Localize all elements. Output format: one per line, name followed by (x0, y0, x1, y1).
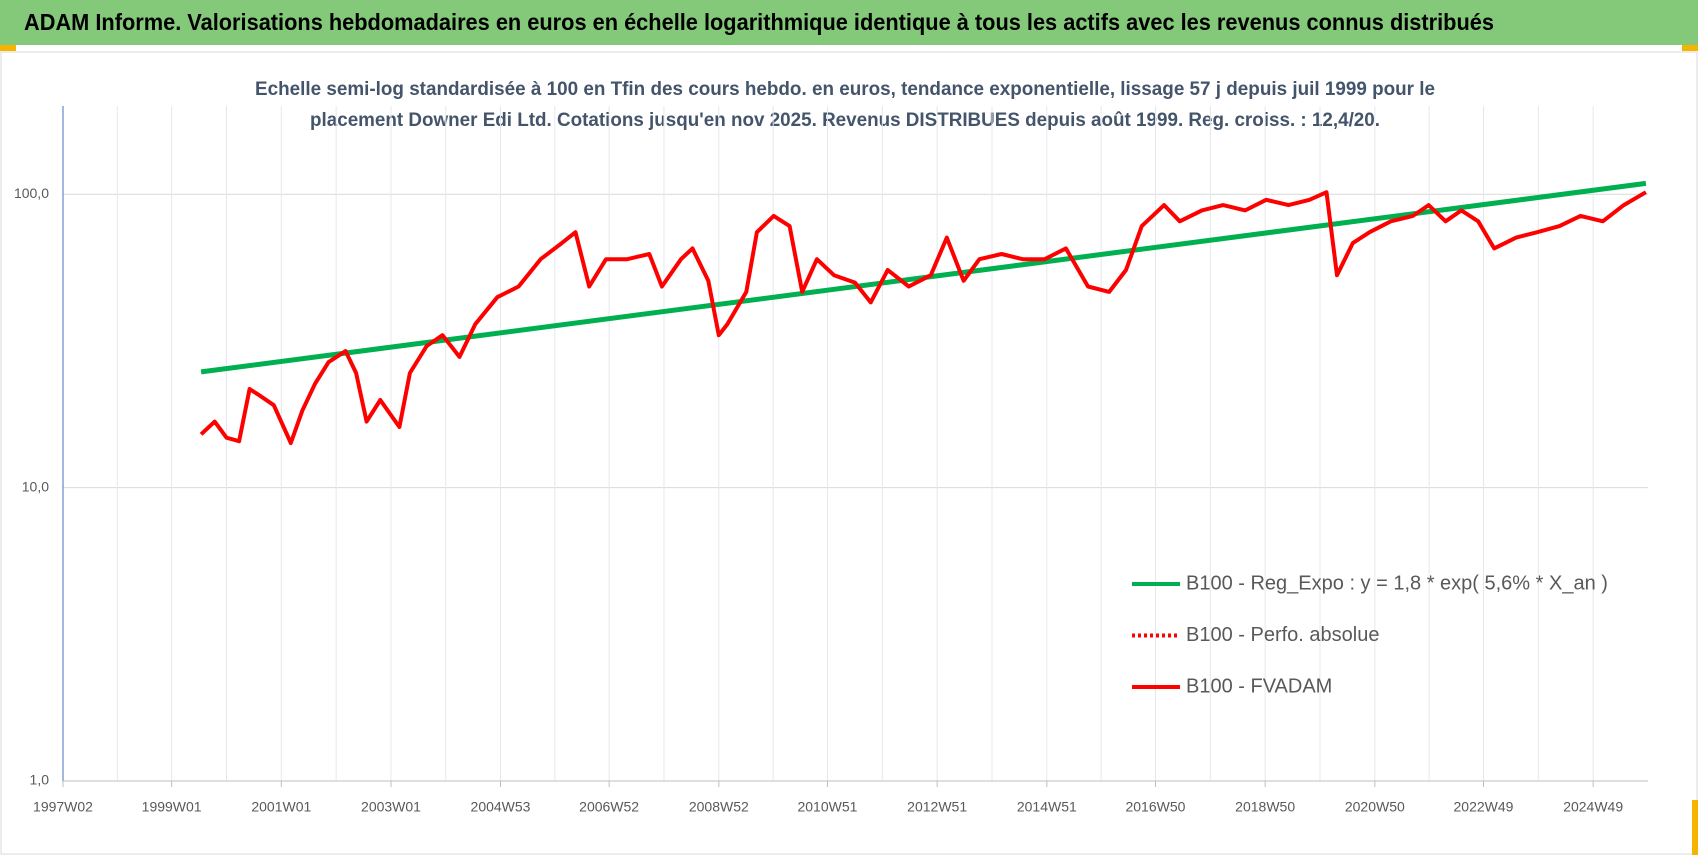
y-tick-label: 1,0 (30, 772, 50, 788)
x-tick-label: 2014W51 (1017, 799, 1077, 815)
y-tick-label: 10,0 (22, 478, 49, 494)
x-tick-label: 2003W01 (361, 799, 421, 815)
legend-label: B100 - Reg_Expo : y = 1,8 * exp( 5,6% * … (1186, 572, 1608, 594)
chart-title: ADAM Informe. Valorisations hebdomadaire… (24, 9, 1494, 35)
x-tick-label: 2006W52 (579, 799, 639, 815)
x-tick-label: 2001W01 (251, 799, 311, 815)
x-tick-label: 2022W49 (1454, 799, 1514, 815)
chart-subtitle: Echelle semi-log standardisée à 100 en T… (255, 79, 1435, 100)
x-tick-label: 2010W51 (797, 799, 857, 815)
x-tick-label: 2012W51 (907, 799, 967, 815)
x-tick-label: 1997W02 (33, 799, 93, 815)
corner-mark (0, 45, 16, 51)
corner-mark (1692, 800, 1698, 855)
x-tick-label: 2018W50 (1235, 799, 1295, 815)
chart-subtitle: placement Downer Edi Ltd. Cotations jusq… (310, 110, 1380, 131)
legend-label: B100 - FVADAM (1186, 675, 1332, 697)
x-tick-label: 2016W50 (1125, 799, 1185, 815)
title-banner (0, 0, 1698, 45)
x-tick-label: 2004W53 (471, 799, 531, 815)
x-tick-label: 1999W01 (142, 799, 202, 815)
legend-label: B100 - Perfo. absolue (1186, 624, 1379, 646)
x-tick-label: 2024W49 (1563, 799, 1623, 815)
series-line (199, 190, 1647, 445)
corner-mark (1682, 45, 1698, 51)
chart-frame (0, 51, 1698, 855)
y-tick-label: 100,0 (14, 185, 49, 201)
x-tick-label: 2020W50 (1345, 799, 1405, 815)
x-tick-label: 2008W52 (689, 799, 749, 815)
